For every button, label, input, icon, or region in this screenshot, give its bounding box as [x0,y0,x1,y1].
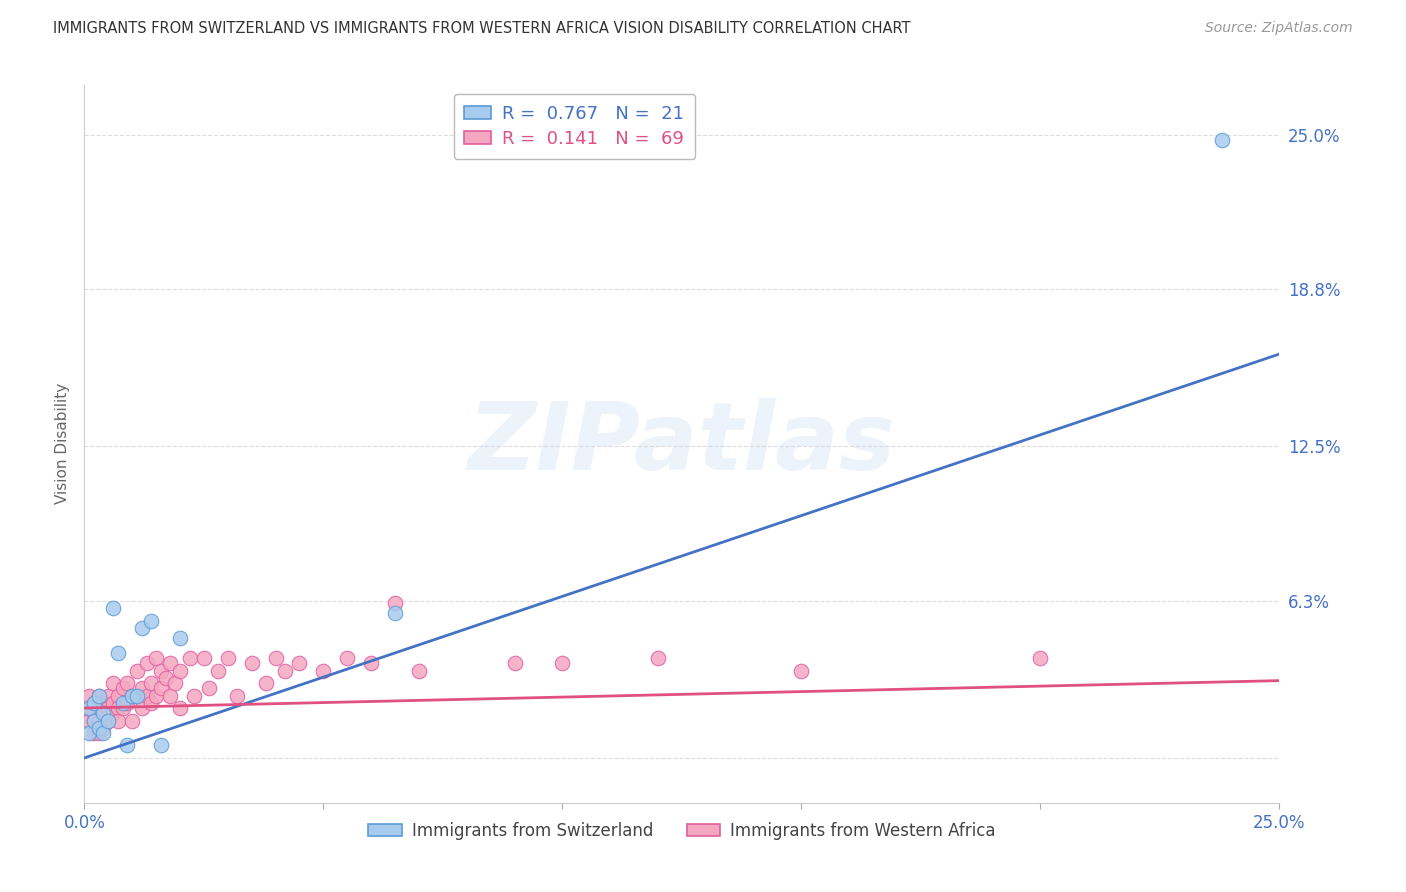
Point [97,689,120,703]
Point [1029,651,1052,665]
Point [77,726,100,740]
Point [107,714,129,728]
Point [149,664,172,678]
Point [274,664,297,678]
Text: IMMIGRANTS FROM SWITZERLAND VS IMMIGRANTS FROM WESTERN AFRICA VISION DISABILITY : IMMIGRANTS FROM SWITZERLAND VS IMMIGRANT… [53,21,911,37]
Point [83,696,105,710]
Point [312,664,335,678]
Point [83,714,105,728]
Point [503,656,526,670]
Point [1211,132,1233,146]
Point [207,664,229,678]
Point [107,701,129,715]
Point [77,701,100,715]
Point [647,651,669,665]
Point [77,689,100,703]
Point [155,671,177,685]
Point [145,689,167,703]
Point [87,721,110,735]
Point [141,614,163,628]
Point [83,706,105,720]
Point [179,651,201,665]
Point [87,726,110,740]
Point [93,706,115,720]
Point [121,689,143,703]
Point [551,656,574,670]
Point [101,706,124,720]
Point [117,696,139,710]
Point [97,714,120,728]
Point [87,689,110,703]
Point [125,664,148,678]
Y-axis label: Vision Disability: Vision Disability [55,384,70,504]
Point [226,689,249,703]
Point [384,596,406,610]
Point [83,696,105,710]
Point [87,689,110,703]
Point [193,651,215,665]
Point [87,701,110,715]
Point [254,676,277,690]
Point [135,656,157,670]
Point [159,689,181,703]
Point [87,714,110,728]
Point [125,689,148,703]
Point [240,656,263,670]
Legend: Immigrants from Switzerland, Immigrants from Western Africa: Immigrants from Switzerland, Immigrants … [361,814,1002,847]
Point [165,676,187,690]
Point [169,664,191,678]
Point [117,676,139,690]
Point [121,714,143,728]
Point [197,681,219,695]
Point [117,739,139,753]
Point [131,701,153,715]
Point [183,689,205,703]
Point [149,681,172,695]
Point [101,696,124,710]
Point [217,651,239,665]
Point [135,689,157,703]
Text: Source: ZipAtlas.com: Source: ZipAtlas.com [1205,21,1353,36]
Point [125,689,148,703]
Point [131,621,153,635]
Point [93,726,115,740]
Point [101,676,124,690]
Point [121,689,143,703]
Point [360,656,382,670]
Point [111,701,134,715]
Point [264,651,287,665]
Point [83,726,105,740]
Point [384,607,406,621]
Point [83,714,105,728]
Text: ZIPatlas: ZIPatlas [468,398,896,490]
Point [149,739,172,753]
Point [169,701,191,715]
Point [169,632,191,646]
Point [111,696,134,710]
Point [408,664,430,678]
Point [101,601,124,615]
Point [93,696,115,710]
Point [107,689,129,703]
Point [77,714,100,728]
Point [141,676,163,690]
Point [77,701,100,715]
Point [131,681,153,695]
Point [159,656,181,670]
Point [97,701,120,715]
Point [336,651,359,665]
Point [93,706,115,720]
Point [97,714,120,728]
Point [111,681,134,695]
Point [790,664,813,678]
Point [107,646,129,660]
Point [145,651,167,665]
Point [288,656,311,670]
Point [93,721,115,735]
Point [141,696,163,710]
